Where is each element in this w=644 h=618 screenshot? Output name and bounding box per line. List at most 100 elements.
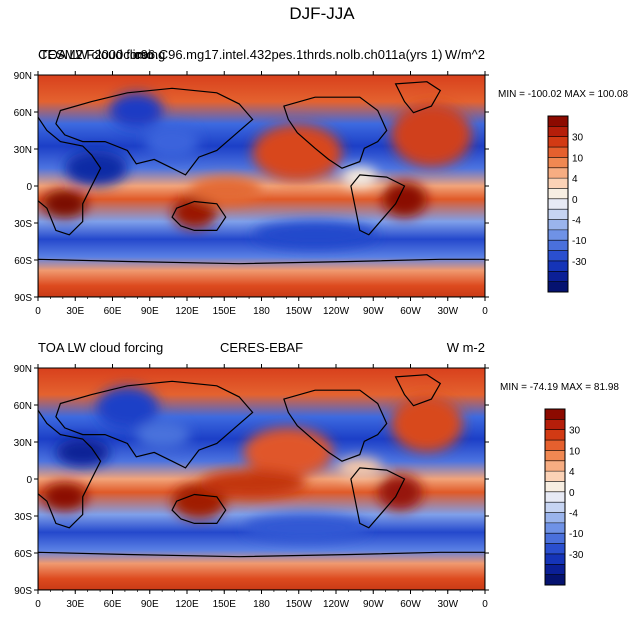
panel-left-title: CESM2 F2000climo [38,47,154,62]
coastline-1 [38,409,102,529]
colorbar-swatch [545,502,565,513]
x-tick-label: 60W [400,306,421,317]
y-tick-label: 90S [14,293,32,304]
coastline-1 [38,116,102,236]
colorbar-swatch [548,157,568,169]
x-tick-label: 150W [286,599,313,610]
colorbar-label: 0 [569,488,575,499]
colorbar-swatch [545,574,565,586]
colorbar-swatch [548,271,568,282]
x-tick-label: 150E [213,306,237,317]
colorbar-swatch [545,471,565,482]
colorbar-swatch [548,167,568,179]
panel-right-title: W m-2 [447,340,485,355]
min-max-stats: MIN = -74.19 MAX = 81.98 [500,382,619,393]
colorbar-swatch [548,198,568,210]
coastlines [38,374,485,590]
y-tick-label: 60S [14,256,32,267]
y-tick-label: 90N [14,71,32,82]
colorbar-label: -30 [572,257,587,268]
colorbar-swatch [548,136,568,148]
colorbar-swatch [545,419,565,431]
colorbar-swatch [545,522,565,534]
colorbar-label: 10 [572,153,584,164]
coastline-3 [171,493,227,524]
colorbar-swatch [545,440,565,451]
x-tick-label: 0 [35,306,41,317]
colorbar-swatch [548,126,568,138]
x-tick-label: 150W [286,306,313,317]
x-tick-label: 30E [66,599,84,610]
y-tick-label: 90S [14,586,32,597]
coastline-2 [55,87,254,176]
x-tick-label: 120W [323,306,350,317]
colorbar-swatch [545,429,565,441]
x-tick-label: 90E [141,599,159,610]
x-tick-label: 60E [104,306,122,317]
min-max-stats: MIN = -100.02 MAX = 100.08 [498,89,629,100]
x-tick-label: 0 [482,306,488,317]
panel-left-title: TOA LW cloud forcing [38,340,163,355]
colorbar-swatch [545,409,565,420]
x-tick-label: 120E [175,306,199,317]
colorbar-swatch [545,481,565,493]
map-field [38,75,485,297]
y-tick-label: 60S [14,549,32,560]
colorbar-swatch [548,147,568,158]
colorbar-swatch [548,281,568,293]
y-tick-label: 0 [26,182,32,193]
figure-title: DJF-JJA [289,4,355,23]
colorbar-swatch [548,178,568,189]
colorbar-label: -10 [572,236,587,247]
colorbar-label: 4 [572,174,578,185]
panel-right-title: W/m^2 [445,47,485,62]
x-tick-label: 30W [437,599,458,610]
colorbar-label: 0 [572,195,578,206]
coastline-7 [38,551,485,590]
panel-center-title: c96.C96.mg17.intel.432pes.1thrds.nolb.ch… [134,47,442,62]
colorbar-swatch [545,450,565,462]
colorbar-label: -4 [572,216,581,227]
x-tick-label: 60E [104,599,122,610]
x-tick-label: 0 [35,599,41,610]
colorbar-swatch [548,209,568,220]
panel-left-title-overlap: TOA LW cloud forcing [40,47,165,62]
coastline-3 [171,200,227,231]
x-tick-label: 0 [482,599,488,610]
colorbar-frame [544,408,566,586]
x-tick-label: 180 [253,599,270,610]
colorbar-swatch [545,491,565,503]
coastline-4 [283,96,388,169]
colorbar-label: -30 [569,550,584,561]
x-tick-label: 90W [363,306,384,317]
colorbar-swatch [548,116,568,127]
coastline-2 [55,380,254,469]
coastline-5 [350,174,406,236]
panel-center-title: CERES-EBAF [220,340,303,355]
x-tick-label: 120E [175,599,199,610]
coastline-6 [394,374,442,407]
colorbar-swatch [545,533,565,544]
colorbar-swatch [548,219,568,231]
colorbar-label: 30 [572,133,584,144]
colorbar-frame [547,115,569,293]
colorbar-swatch [548,250,568,262]
x-tick-label: 30W [437,306,458,317]
panels: 0 30E 60E 90E 120E 150E 180 150W 120W 90W 60W 30W 09… [14,47,629,610]
coastline-7 [38,258,485,297]
colorbar: 30 10 4 0 -4 -10 -30 [544,408,584,586]
colorbar-swatch [548,188,568,200]
coastlines [38,81,485,297]
x-tick-label: 180 [253,306,270,317]
y-tick-label: 60N [14,108,32,119]
panel-1: 0 30E 60E 90E 120E 150E 180 150W 120W 90W 60W 30W 09… [14,47,629,317]
x-tick-label: 150E [213,599,237,610]
colorbar-label: 4 [569,467,575,478]
colorbar-label: -10 [569,529,584,540]
y-tick-label: 30N [14,438,32,449]
colorbar: 30 10 4 0 -4 -10 -30 [547,115,587,293]
colorbar-swatch [545,553,565,565]
y-tick-label: 60N [14,401,32,412]
colorbar-label: 30 [569,426,581,437]
